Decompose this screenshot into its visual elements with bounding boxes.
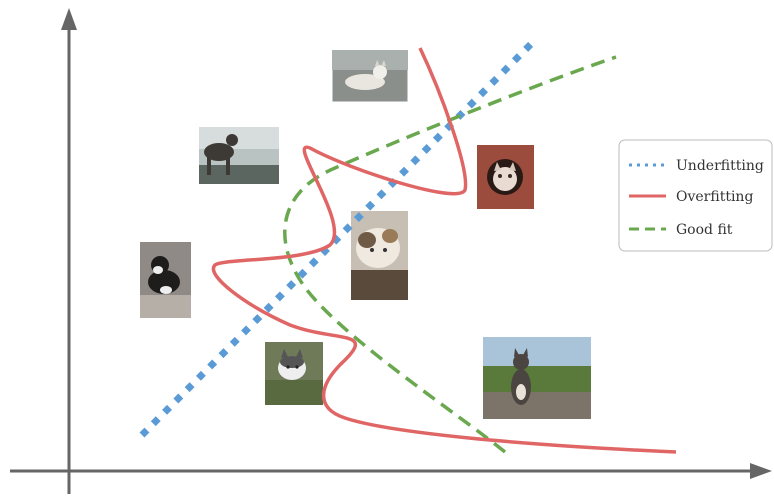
- husky-lying-photo: [331, 49, 409, 103]
- x-axis-arrow: [750, 463, 772, 479]
- legend-box: [618, 139, 773, 252]
- overfitting-curve: [211, 47, 677, 454]
- underfitting-line: [139, 35, 540, 438]
- husky-puppy-photo: [265, 342, 323, 405]
- legend-label-overfitting: Overfitting: [676, 189, 753, 205]
- legend-item-good-fit: Good fit: [629, 222, 733, 238]
- cat-lying-photo: [351, 211, 408, 300]
- legend: Underfitting Overfitting Good fit: [618, 139, 773, 252]
- cat-in-hole-photo: [477, 145, 534, 209]
- legend-item-overfitting: Overfitting: [629, 189, 753, 205]
- legend-label-good-fit: Good fit: [676, 222, 733, 238]
- tabby-cat-photo: [483, 337, 591, 419]
- legend-item-underfitting: Underfitting: [629, 158, 764, 174]
- good-fit-curve: [283, 55, 617, 454]
- legend-label-underfitting: Underfitting: [676, 158, 764, 174]
- dog-silhouette-photo: [199, 127, 279, 184]
- y-axis-arrow: [61, 8, 77, 30]
- puppy-photo: [140, 242, 191, 318]
